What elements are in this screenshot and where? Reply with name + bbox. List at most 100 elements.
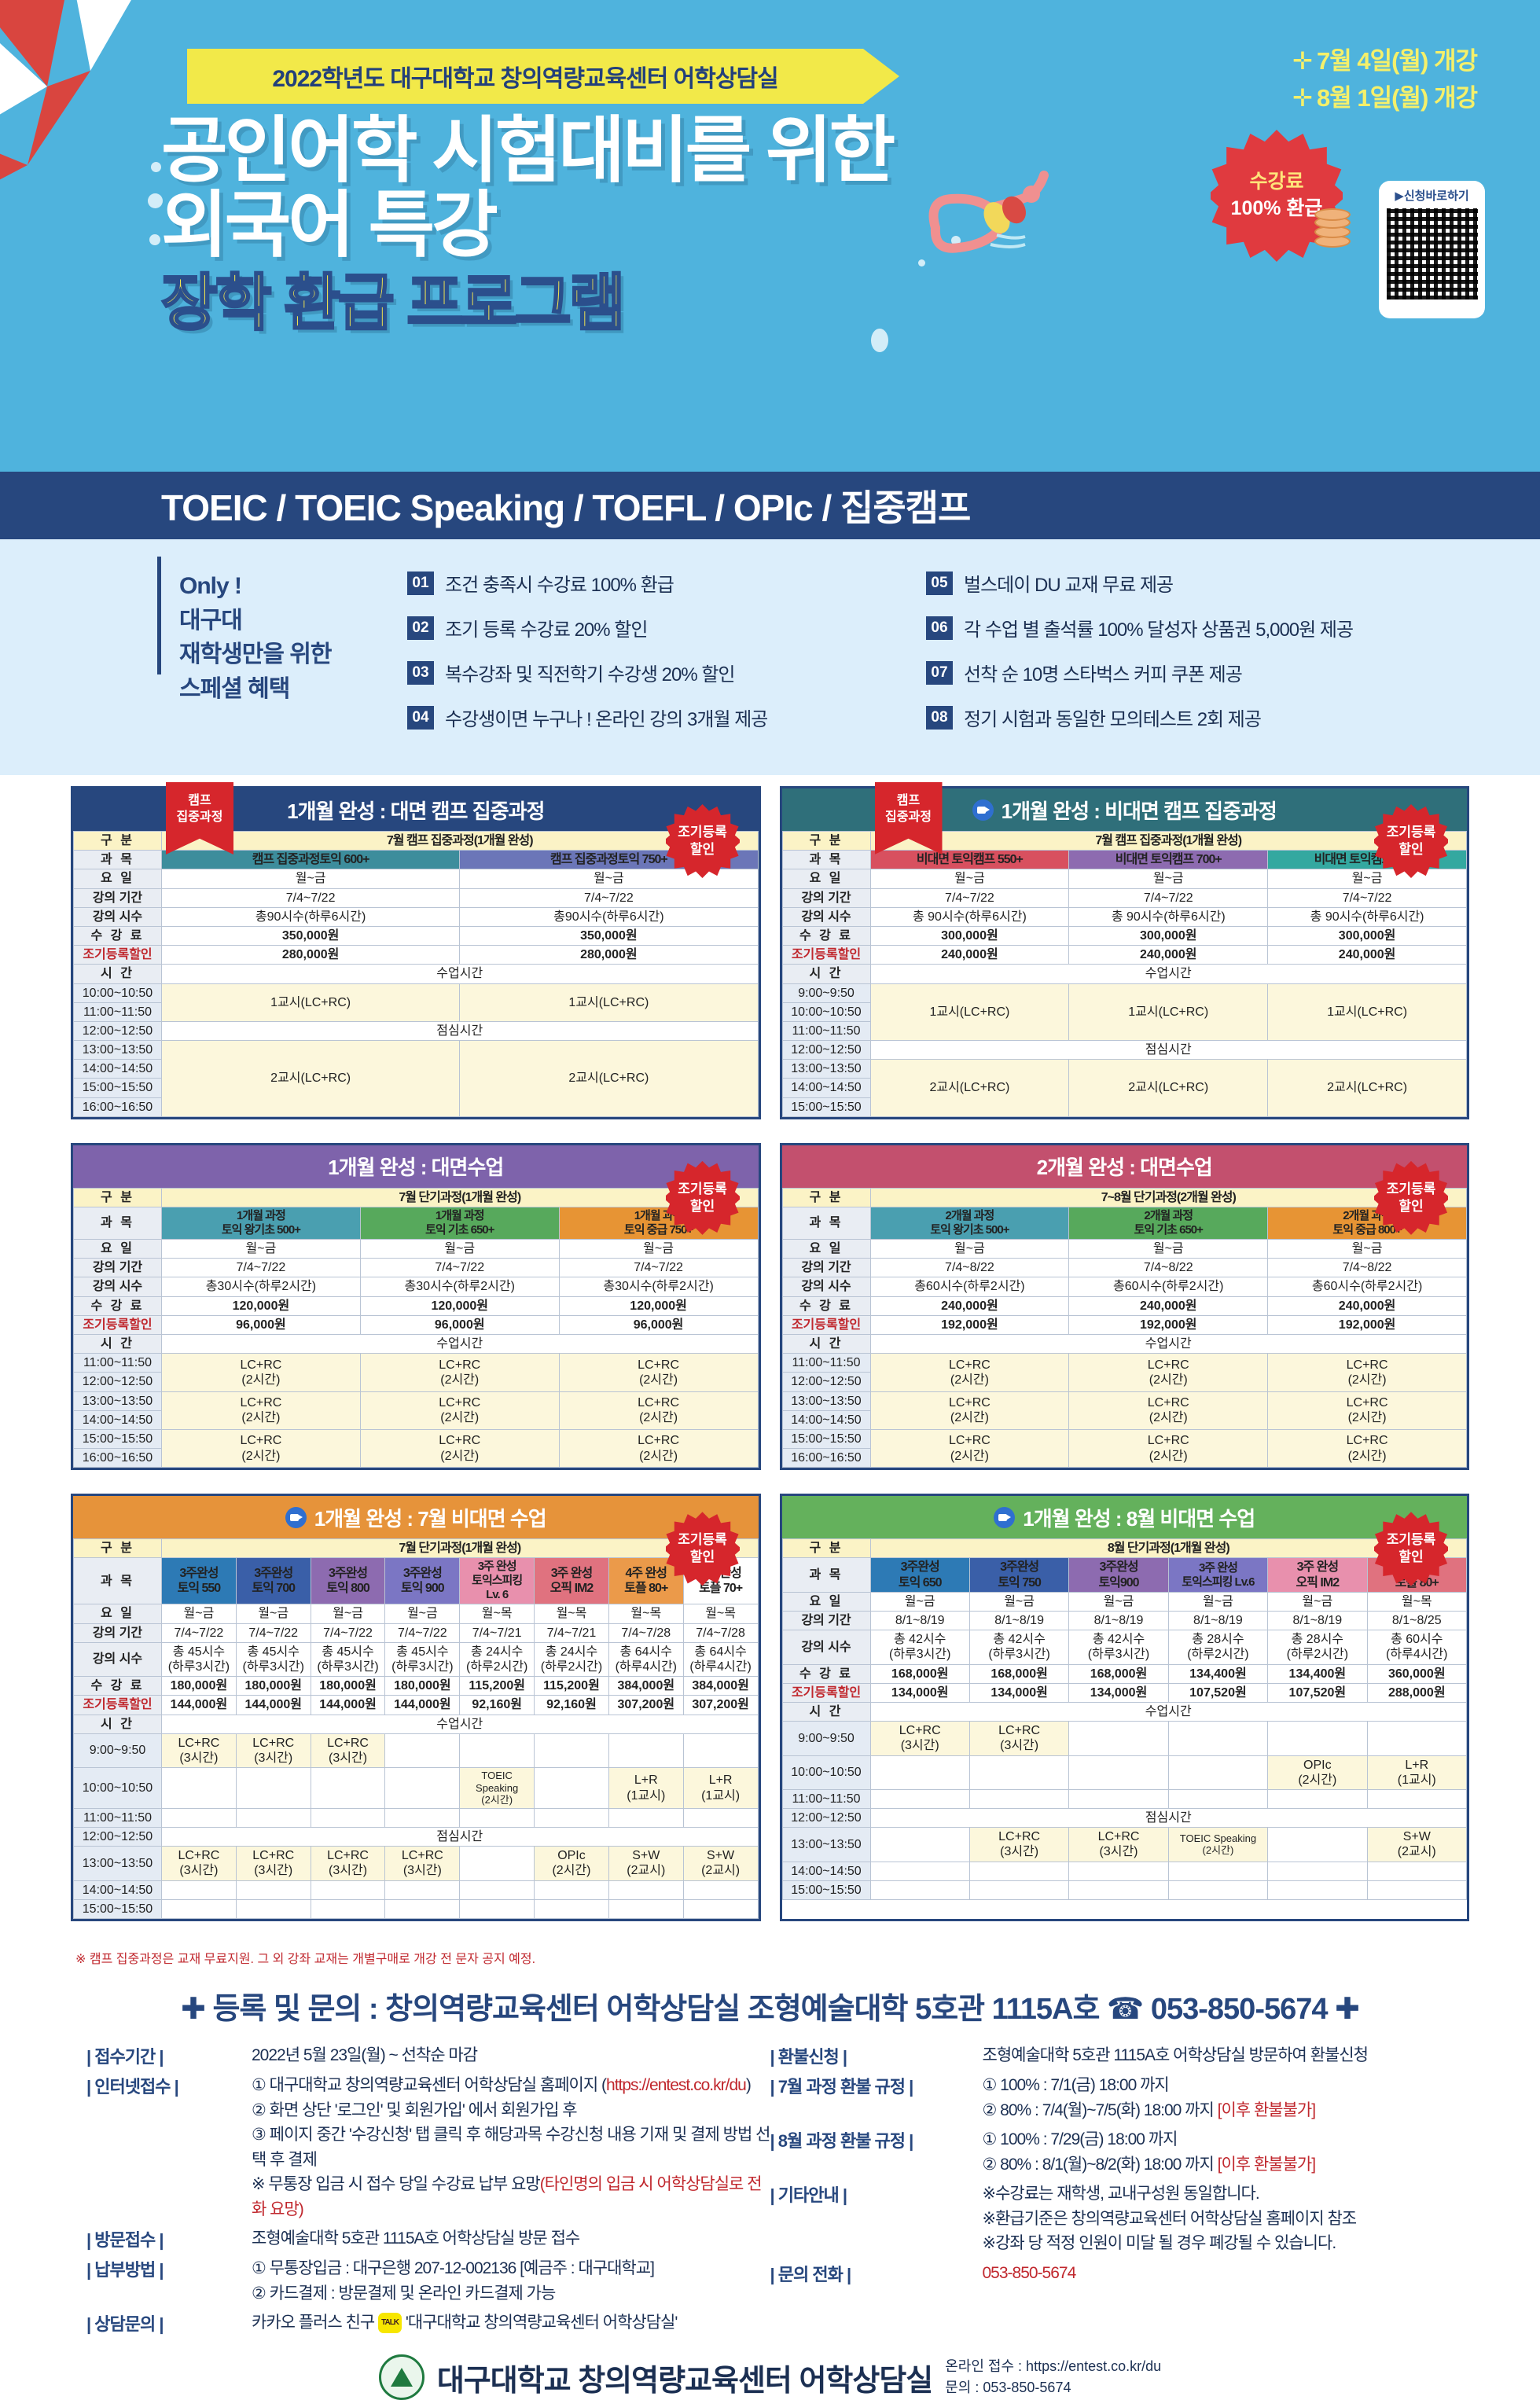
fee-cell: 180,000원 <box>235 1676 311 1696</box>
empty-cell <box>384 1807 461 1828</box>
bubble-decoration <box>918 259 925 266</box>
info-column-right: | 환불신청 | 조형예술대학 5호관 1115A호 어학상담실 방문하여 환불신… <box>770 2043 1454 2340</box>
dates-cell: 7/4~7/22 <box>160 888 461 908</box>
fee-cell: 240,000원 <box>1267 1296 1467 1316</box>
empty-cell <box>869 1788 970 1810</box>
discount-cell: 288,000원 <box>1366 1682 1468 1703</box>
subject-header: 3주완성 토익 900 <box>384 1557 461 1605</box>
discount-cell: 107,520원 <box>1167 1682 1269 1703</box>
qr-apply-box[interactable]: ▶신청바로하기 <box>1379 181 1485 318</box>
class-cell: LC+RC (3시간) <box>161 1733 237 1769</box>
benefit-text: 복수강좌 및 직전학기 수강생 20% 할인 <box>445 664 735 685</box>
fee-cell: 115,200원 <box>534 1676 609 1696</box>
hero-banner: 2022학년도 대구대학교 창의역량교육센터 어학상담실 ✛ 7월 4일(월) 개… <box>0 0 1540 472</box>
discount-cell: 92,160원 <box>534 1695 609 1715</box>
empty-cell <box>1366 1788 1468 1810</box>
kakaotalk-icon: TALK <box>378 2313 402 2334</box>
info-line: ② 카드결제 : 방문결제 및 온라인 카드결제 가능 <box>252 2284 556 2303</box>
timeslot-label: 14:00~14:50 <box>73 1880 162 1900</box>
dates-cell: 7/4~7/22 <box>869 888 1070 908</box>
hours-cell: 총 45시수 (하루3시간) <box>384 1641 461 1678</box>
class-time-header: 수업시간 <box>161 964 759 984</box>
info-value: ① 무통장입금 : 대구은행 207-12-002136 [예금주 : 대구대학… <box>252 2256 655 2306</box>
subject-header: 비대면 토익캠프 700+ <box>1068 850 1269 870</box>
class-cell: LC+RC (3시간) <box>161 1846 237 1881</box>
info-line: 조형예술대학 5호관 1115A호 어학상담실 방문하여 환불신청 <box>982 2046 1369 2065</box>
lunch-cell: 점심시간 <box>161 1827 759 1847</box>
info-key: | 8월 과정 환불 규정 | <box>770 2131 914 2152</box>
discount-cell: 307,200원 <box>682 1695 759 1715</box>
timeslot-label: 15:00~15:50 <box>781 1880 871 1901</box>
info-key: | 기타안내 | <box>770 2185 848 2206</box>
dates-cell: 7/4~7/22 <box>310 1623 386 1643</box>
row-label-fee: 수 강 료 <box>781 1296 871 1316</box>
row-label-fee: 수 강 료 <box>73 925 162 946</box>
info-line: ③ 페이지 중간 '수강신청' 탭 클릭 후 해당과목 수강신청 내용 기재 및… <box>252 2126 770 2169</box>
table-row: 11:00~11:50 <box>781 1788 1468 1810</box>
empty-cell <box>1267 1721 1368 1756</box>
table-row: 시 간 수업시간 <box>781 1333 1467 1354</box>
qr-code-icon[interactable] <box>1386 208 1478 300</box>
class-cell: LC+RC (2시간) <box>1267 1353 1467 1392</box>
row-label-subject: 과 목 <box>73 1207 162 1240</box>
table-row: 10:00~10:50 OPIc (2시간) L+R (1교시) <box>781 1755 1468 1790</box>
row-label-hours: 강의 시수 <box>73 906 162 927</box>
video-camera-icon <box>285 1506 307 1528</box>
dates-cell: 8/1~8/25 <box>1366 1610 1468 1631</box>
empty-cell <box>968 1861 1070 1881</box>
class-cell: OPIc (2시간) <box>534 1846 609 1881</box>
subtitle-text: TOEIC / TOEIC Speaking / TOEFL / OPIc / … <box>161 487 971 528</box>
class-cell: 2교시(LC+RC) <box>1267 1059 1467 1117</box>
table-row: 강의 기간 7/4~7/22 7/4~7/22 <box>73 888 759 908</box>
table-row: 강의 시수 총 45시수 (하루3시간) 총 45시수 (하루3시간) 총 45시수 (하루… <box>73 1641 759 1678</box>
hours-cell: 총 90시수(하루6시간) <box>1068 906 1269 927</box>
info-line: ① 대구대학교 창의역량교육센터 어학상담실 홈페이지 (https://ent… <box>252 2076 752 2095</box>
schedule-card-t4: 2개월 완성 : 대면수업 조기등록 할인 구 분 7~8월 단기과정(2개월 완성) 과… <box>779 1142 1469 1471</box>
benefit-text: 조기 등록 수강료 20% 할인 <box>445 619 648 641</box>
discount-cell: 96,000원 <box>359 1314 560 1335</box>
row-label-days: 요 일 <box>73 1604 162 1624</box>
info-value: ※수강료는 재학생, 교내구성원 동일합니다. ※환급기준은 창의역량교육센터 어… <box>983 2181 1358 2256</box>
timeslot-label: 14:00~14:50 <box>781 1861 871 1881</box>
class-cell: LC+RC (3시간) <box>235 1733 311 1769</box>
row-label-subject: 과 목 <box>781 1557 871 1593</box>
university-crest-icon <box>378 2354 425 2400</box>
info-column-left: | 접수기간 | 2022년 5월 23일(월) ~ 선착순 마감 | 인터넷접수 … <box>86 2043 770 2340</box>
row-label-gubun: 구 분 <box>73 830 162 851</box>
dates-cell: 8/1~8/19 <box>1068 1610 1169 1631</box>
class-cell: LC+RC (2시간) <box>161 1428 361 1468</box>
table-row: 요 일 월~금 월~금 월~금 월~금 월~목 월~목 월~목 월~목 <box>73 1604 759 1624</box>
row-label-time: 시 간 <box>781 1333 871 1354</box>
discount-cell: 280,000원 <box>160 945 461 965</box>
row-label-time: 시 간 <box>781 1701 871 1722</box>
fee-cell: 180,000원 <box>161 1676 237 1696</box>
table-row: 11:00~11:50 <box>73 1807 759 1828</box>
table-row: 요 일 월~금 월~금 월~금 <box>73 1238 759 1259</box>
table-row: 강의 기간 7/4~7/22 7/4~7/22 7/4~7/22 <box>781 888 1467 908</box>
class-cell: 1교시(LC+RC) <box>1068 983 1269 1042</box>
table-row: 강의 시수 총90시수(하루6시간) 총90시수(하루6시간) <box>73 906 759 927</box>
table-row: 10:00~10:50 TOEIC Speaking (2시간) L+R (1교시) L+R… <box>73 1767 759 1809</box>
empty-cell <box>1167 1788 1269 1810</box>
table-row: 9:00~9:50 LC+RC (3시간) LC+RC (3시간) LC+RC (3시간) <box>73 1733 759 1769</box>
info-key: | 접수기간 | <box>86 2047 164 2067</box>
info-value: 2022년 5월 23일(월) ~ 선착순 마감 <box>252 2043 478 2068</box>
table-row: 시 간 수업시간 <box>73 964 759 984</box>
dates-cell: 7/4~7/21 <box>534 1623 609 1643</box>
class-cell: LC+RC (3시간) <box>310 1733 386 1769</box>
row-label-hours: 강의 시수 <box>781 1630 871 1665</box>
info-line: 조형예술대학 5호관 1115A호 어학상담실 방문 접수 <box>252 2229 580 2248</box>
hours-cell: 총 64시수 (하루4시간) <box>608 1641 684 1678</box>
table-row: 요 일 월~금 월~금 월~금 <box>781 1238 1467 1259</box>
timeslot-label: 12:00~12:50 <box>73 1020 162 1042</box>
schedule-table: 구 분 7월 단기과정(1개월 완성) 과 목 3주완성 토익 550 3주완성 토익 70… <box>73 1538 759 1920</box>
benefit-item: 02 조기 등록 수강료 20% 할인 <box>407 614 926 641</box>
days-cell: 월~목 <box>1366 1591 1468 1612</box>
benefit-item: 04 수강생이면 누구나 ! 온라인 강의 3개월 제공 <box>407 704 926 731</box>
discount-cell: 92,160원 <box>459 1695 535 1715</box>
subject-header: 1개월 과정 토익 기초 650+ <box>359 1207 560 1240</box>
empty-cell <box>384 1898 461 1920</box>
empty-cell <box>1267 1827 1368 1862</box>
row-label-subject: 과 목 <box>73 1557 162 1605</box>
days-cell: 월~금 <box>160 869 461 889</box>
